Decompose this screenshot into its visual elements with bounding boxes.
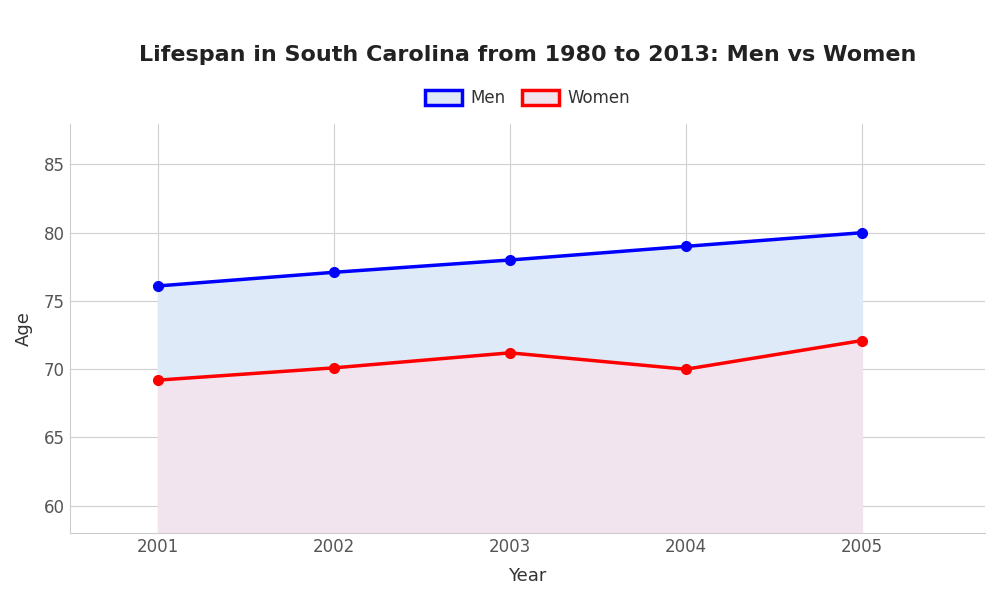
Y-axis label: Age: Age (15, 311, 33, 346)
Title: Lifespan in South Carolina from 1980 to 2013: Men vs Women: Lifespan in South Carolina from 1980 to … (139, 45, 916, 65)
Legend: Men, Women: Men, Women (419, 83, 636, 114)
X-axis label: Year: Year (508, 567, 547, 585)
